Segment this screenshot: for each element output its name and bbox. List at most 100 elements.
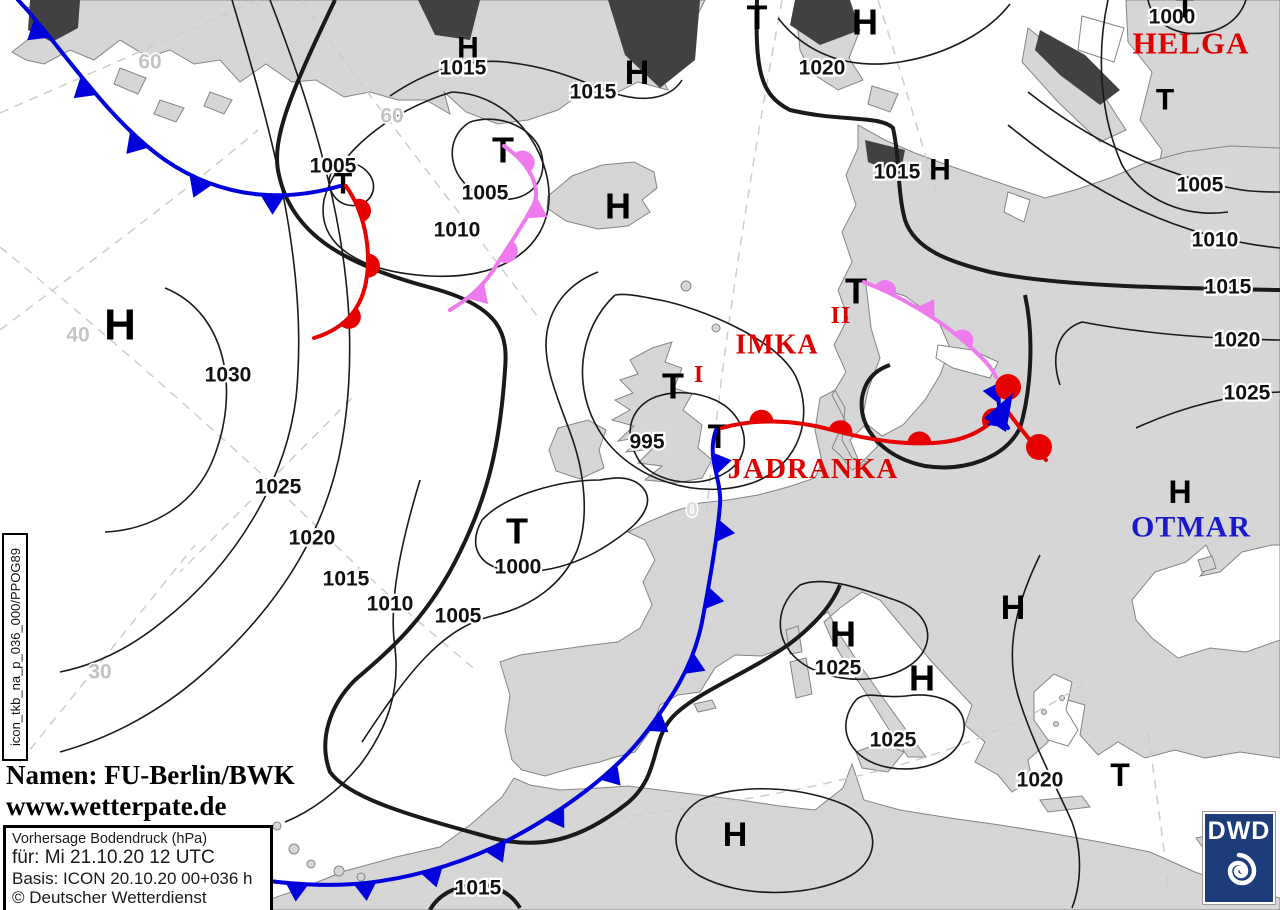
warm-front-blob — [1026, 434, 1052, 460]
isobar-1010 — [284, 479, 421, 823]
front-pip-triangle — [916, 299, 935, 319]
high-pressure-symbol: H — [830, 614, 856, 655]
wetterpate-url: www.wetterpate.de — [6, 791, 227, 821]
high-pressure-symbol: H — [852, 2, 878, 43]
grid-label: 30 — [88, 661, 111, 684]
isobar-1005 — [1027, 91, 1280, 193]
system-name-ii: II — [831, 303, 852, 329]
high-pressure-symbol: H — [929, 154, 951, 187]
latlon-grid-layer — [0, 0, 1169, 886]
forecast-info-box: Vorhersage Bodendruck (hPa) für: Mi 21.1… — [3, 825, 273, 910]
canary-island — [288, 843, 300, 855]
isobar-1025 — [845, 694, 965, 770]
front-pip-semicircle — [515, 150, 535, 172]
isobar-1020 — [59, 0, 351, 753]
cold-front — [16, 0, 342, 198]
isobar-label: 1030 — [205, 364, 252, 387]
occluded-front — [862, 280, 998, 379]
isobar-label: 1020 — [799, 57, 846, 80]
dark-terrain-patch — [790, 0, 860, 45]
front-pip-semicircle — [354, 198, 372, 222]
isobar-label: 1015 — [874, 161, 921, 184]
front-pip-triangle — [600, 764, 621, 786]
eurasia-landmass — [499, 124, 1280, 793]
front-pip-triangle — [712, 452, 732, 475]
isobar-label-layer: 1015 1015 1005 1005 1010 1020 1015 1000 1005 1010… — [202, 3, 1273, 902]
low-pressure-symbol: T — [506, 511, 528, 552]
low-pressure-symbol: T — [492, 130, 514, 171]
grid-line — [179, 397, 353, 573]
high-pressure-symbol: H — [104, 301, 136, 350]
dwd-logo: DWD — [1203, 812, 1275, 904]
front-pip-semicircle — [875, 280, 897, 296]
warm-front — [720, 404, 1006, 446]
isobar-label: 1000 — [495, 556, 542, 579]
grid-label: 60 — [380, 105, 403, 128]
aegean-sea — [1033, 673, 1079, 747]
island — [113, 67, 147, 95]
dark-terrain-patch — [1035, 30, 1120, 105]
island — [203, 91, 233, 115]
isobar-label: 1005 — [310, 155, 357, 178]
low-pressure-symbol: T — [334, 168, 352, 201]
isobar-1005 — [328, 161, 375, 207]
high-pressure-symbol: H — [457, 32, 479, 65]
isobar-label: 1005 — [1177, 174, 1224, 197]
isobar-label: 1025 — [870, 729, 917, 752]
island — [867, 85, 899, 113]
isobar-995 — [629, 391, 746, 484]
aegean-island — [1041, 709, 1047, 715]
front-pip-triangle — [647, 712, 669, 733]
isobar-label: 1010 — [1192, 229, 1239, 252]
dwd-logo-text: DWD — [1207, 817, 1271, 845]
isobar-label: 1010 — [367, 593, 414, 616]
sardinia — [789, 657, 813, 699]
isobar-1025 — [1135, 391, 1280, 429]
isobar-1020 — [777, 3, 1011, 65]
isobar-label: 1000 — [1149, 6, 1196, 29]
system-name-jadranka: JADRANKA — [728, 453, 899, 485]
warm-front — [312, 184, 370, 340]
isobar-label: 1025 — [255, 476, 302, 499]
isobar-1025 — [779, 580, 929, 681]
island — [153, 99, 185, 123]
uk-landmass — [610, 341, 713, 484]
grid-label-layer: 60 60 40 30 0 — [65, 49, 700, 685]
cold-front-blob — [984, 393, 1013, 432]
front-pip-triangle — [189, 175, 213, 198]
dark-terrain-patch — [608, 0, 700, 88]
isobar-1025 — [59, 0, 300, 673]
canary-island — [306, 859, 316, 869]
isobar-label: 1015 — [455, 877, 502, 900]
canary-island — [356, 872, 366, 882]
crete — [1039, 795, 1091, 813]
front-pip-triangle — [544, 806, 565, 829]
front-pip-triangle — [73, 76, 97, 99]
isobar-1020 — [1055, 321, 1280, 386]
front-pip-triangle — [126, 131, 149, 154]
front-pip-triangle — [704, 586, 725, 610]
low-pressure-symbol: T — [845, 271, 867, 312]
grid-line — [0, 246, 479, 673]
forecast-model-basis: Basis: ICON 20.10.20 00+036 h — [12, 868, 253, 888]
sicily — [855, 741, 905, 773]
grid-label: 60 — [138, 51, 161, 74]
isobar-label: 1025 — [815, 657, 862, 680]
front-pip-triangle — [526, 198, 548, 219]
isobar-1015 — [389, 60, 683, 100]
crimea — [1197, 555, 1217, 573]
copyright-line: © Deutscher Wetterdienst — [12, 887, 207, 907]
africa-landmass — [254, 762, 1280, 910]
isobar-1015 — [428, 883, 522, 910]
high-pressure-symbol: H — [1168, 474, 1191, 510]
grid-line — [1147, 731, 1169, 886]
faroe-islands — [680, 280, 692, 292]
isobar-1015 — [275, 0, 842, 845]
isobar-label: 1010 — [434, 219, 481, 242]
high-pressure-symbol: H — [723, 816, 748, 854]
isobar-1030 — [104, 287, 228, 533]
occluded-front — [448, 144, 538, 312]
dark-terrain-patch — [418, 0, 480, 40]
